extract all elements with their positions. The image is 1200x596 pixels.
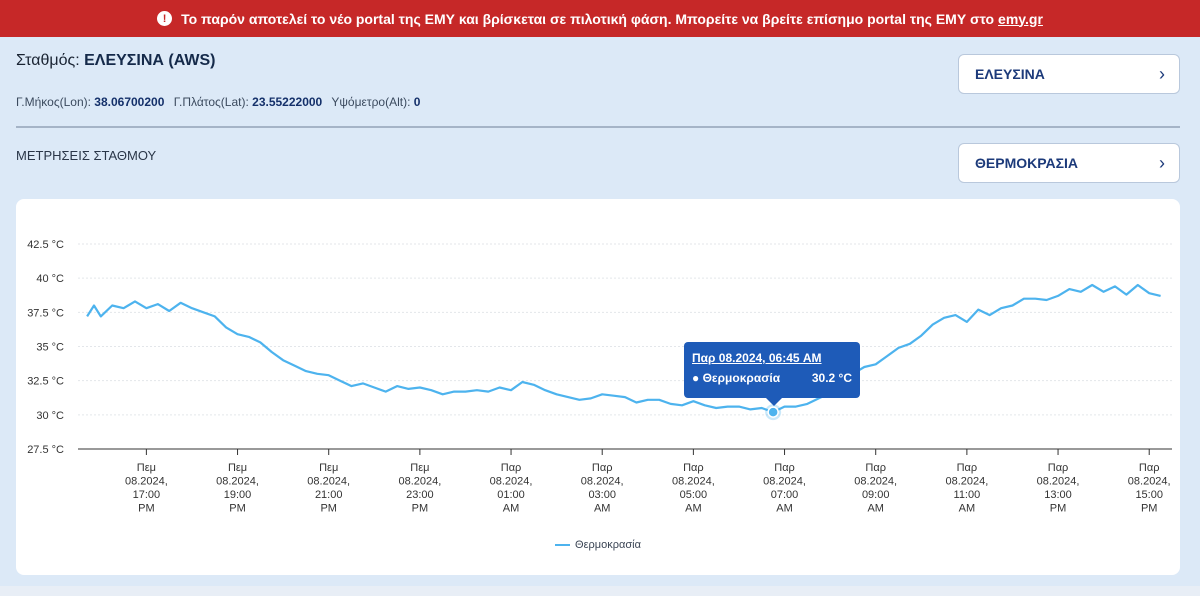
parameter-select-button[interactable]: ΘΕΡΜΟΚΡΑΣΙΑ ›	[958, 143, 1180, 183]
y-tick-label: 30 °C	[36, 410, 64, 422]
x-tick-label: Πεμ 08.2024, 21:00 PM	[307, 462, 350, 515]
x-tick-label: Παρ 08.2024, 03:00 AM	[581, 462, 624, 515]
chevron-right-icon: ›	[1159, 152, 1165, 173]
chart-legend[interactable]: Θερμοκρασία	[16, 539, 1180, 551]
alt-value: 0	[413, 95, 421, 109]
chevron-right-icon: ›	[1159, 63, 1165, 84]
station-label: Σταθμός:	[16, 52, 80, 69]
station-coordinates: Γ.Μήκος(Lon): 38.06700200 Γ.Πλάτος(Lat):…	[16, 95, 426, 109]
y-tick-label: 37.5 °C	[27, 307, 64, 319]
station-select-button[interactable]: ΕΛΕΥΣΙΝΑ ›	[958, 54, 1180, 94]
x-tick-label: Πεμ 08.2024, 19:00 PM	[216, 462, 259, 515]
tooltip-arrow	[766, 398, 782, 406]
lon-value: 38.06700200	[94, 95, 165, 109]
exclamation-circle-icon: !	[157, 11, 173, 26]
footer-strip	[0, 586, 1200, 596]
x-tick-label: Παρ 08.2024, 11:00 AM	[945, 462, 988, 515]
chart-card: 42.5 °C 40 °C 37.5 °C 35 °C 32.5 °C 30 °C 27.5…	[16, 199, 1180, 575]
y-tick-label: 32.5 °C	[27, 376, 64, 388]
x-tick-label: Παρ 08.2024, 05:00 AM	[672, 462, 715, 515]
highlight-point	[767, 406, 779, 418]
tooltip-title: Παρ 08.2024, 06:45 AM	[692, 351, 822, 365]
legend-label: Θερμοκρασία	[575, 539, 641, 551]
station-name: ΕΛΕΥΣΙΝΑ (AWS)	[84, 52, 216, 69]
tooltip-value: 30.2 °C	[811, 371, 852, 385]
alt-label: Υψόμετρο(Alt):	[331, 95, 411, 109]
x-tick-label: Πεμ 08.2024, 17:00 PM	[125, 462, 168, 515]
lon-label: Γ.Μήκος(Lon):	[16, 95, 91, 109]
y-tick-label: 35 °C	[36, 342, 64, 354]
section-title: ΜΕΤΡΗΣΕΙΣ ΣΤΑΘΜΟΥ	[16, 148, 157, 163]
notice-banner: ! Το παρόν αποτελεί το νέο portal της ΕΜ…	[0, 0, 1200, 37]
banner-text: Το παρόν αποτελεί το νέο portal της ΕΜΥ …	[181, 10, 995, 27]
x-tick-label: Παρ 08.2024, 01:00 AM	[490, 462, 533, 515]
station-heading: Σταθμός: ΕΛΕΥΣΙΝΑ (AWS)	[16, 52, 215, 70]
divider	[16, 126, 1180, 128]
y-tick-label: 42.5 °C	[27, 239, 64, 251]
parameter-select-label: ΘΕΡΜΟΚΡΑΣΙΑ	[975, 155, 1079, 171]
y-tick-label: 40 °C	[36, 273, 64, 285]
y-tick-label: 27.5 °C	[27, 444, 64, 456]
station-select-label: ΕΛΕΥΣΙΝΑ	[975, 66, 1045, 82]
emy-link[interactable]: emy.gr	[998, 10, 1043, 27]
temperature-chart[interactable]: 42.5 °C 40 °C 37.5 °C 35 °C 32.5 °C 30 °C 27.5…	[16, 199, 1180, 575]
legend-swatch	[555, 544, 571, 546]
lat-label: Γ.Πλάτος(Lat):	[173, 95, 249, 109]
tooltip-series: ● Θερμοκρασία	[692, 371, 781, 385]
temperature-series-line	[86, 283, 1161, 414]
lat-value: 23.55222000	[252, 95, 323, 109]
x-tick-label: Πεμ 08.2024, 23:00 PM	[398, 462, 441, 515]
x-tick-label: Παρ 08.2024, 15:00 PM	[1128, 462, 1171, 515]
x-tick-label: Παρ 08.2024, 13:00 PM	[1037, 462, 1080, 515]
x-tick-label: Παρ 08.2024, 07:00 AM	[763, 462, 806, 515]
chart-tooltip: Παρ 08.2024, 06:45 AM ● Θερμοκρασία 30.2…	[684, 342, 860, 406]
x-tick-label: Παρ 08.2024, 09:00 AM	[854, 462, 897, 515]
